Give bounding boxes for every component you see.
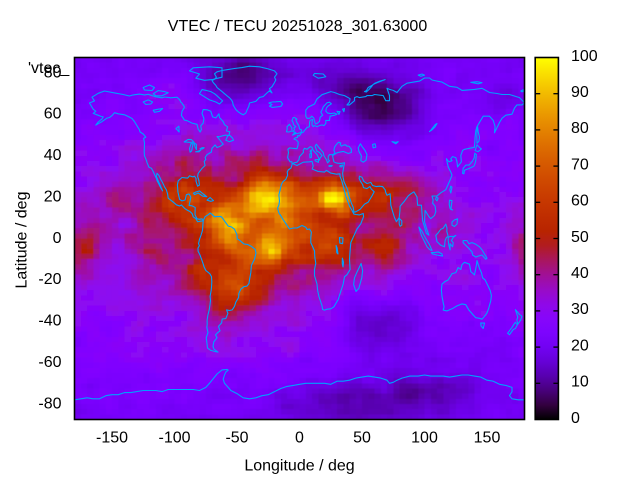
svg-text:-100: -100 [158,430,190,447]
svg-text:50: 50 [571,229,589,246]
svg-text:Longitude / deg: Longitude / deg [244,458,354,475]
svg-text:70: 70 [571,156,589,173]
svg-text:0: 0 [295,430,304,447]
svg-text:80: 80 [571,120,589,137]
svg-text:-60: -60 [38,354,61,371]
svg-text:60: 60 [44,106,62,123]
svg-text:Latitude / deg: Latitude / deg [14,192,31,289]
svg-text:20: 20 [44,188,62,205]
svg-text:0: 0 [53,230,62,247]
svg-text:90: 90 [571,84,589,101]
svg-text:-150: -150 [96,430,128,447]
svg-text:-80: -80 [38,395,61,412]
svg-text:-40: -40 [38,313,61,330]
svg-text:40: 40 [571,265,589,282]
svg-text:30: 30 [571,301,589,318]
svg-text:0: 0 [571,410,580,427]
svg-text:100: 100 [411,430,438,447]
svg-text:50: 50 [353,430,371,447]
svg-text:100: 100 [571,48,598,65]
svg-text:60: 60 [571,193,589,210]
svg-text:'vtec_: 'vtec_ [28,60,70,77]
svg-text:150: 150 [474,430,501,447]
svg-text:VTEC / TECU 20251028_301.63000: VTEC / TECU 20251028_301.63000 [168,18,428,35]
svg-text:20: 20 [571,337,589,354]
svg-text:-20: -20 [38,271,61,288]
svg-text:40: 40 [44,147,62,164]
svg-text:80: 80 [44,64,62,81]
svg-text:10: 10 [571,374,589,391]
svg-text:-50: -50 [225,430,248,447]
